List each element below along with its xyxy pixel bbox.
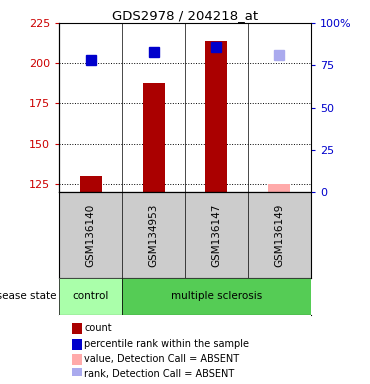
Bar bbox=[72, 354, 82, 365]
Text: value, Detection Call = ABSENT: value, Detection Call = ABSENT bbox=[84, 354, 239, 364]
Text: GSM136140: GSM136140 bbox=[85, 204, 96, 266]
Bar bbox=[205, 41, 228, 192]
Bar bbox=[72, 339, 82, 350]
Bar bbox=[59, 278, 122, 315]
Text: multiple sclerosis: multiple sclerosis bbox=[171, 291, 262, 301]
Text: percentile rank within the sample: percentile rank within the sample bbox=[84, 339, 249, 349]
Bar bbox=[122, 278, 311, 315]
Bar bbox=[72, 323, 82, 334]
Text: count: count bbox=[84, 323, 112, 333]
Bar bbox=[142, 83, 165, 192]
Text: control: control bbox=[73, 291, 109, 301]
Text: rank, Detection Call = ABSENT: rank, Detection Call = ABSENT bbox=[84, 369, 235, 379]
Text: GSM136147: GSM136147 bbox=[211, 203, 222, 267]
Bar bbox=[72, 368, 82, 379]
Text: GSM134953: GSM134953 bbox=[148, 203, 159, 267]
Text: GSM136149: GSM136149 bbox=[274, 203, 285, 267]
Bar bbox=[268, 184, 290, 192]
Title: GDS2978 / 204218_at: GDS2978 / 204218_at bbox=[112, 9, 258, 22]
Bar bbox=[80, 176, 102, 192]
Text: disease state: disease state bbox=[0, 291, 56, 301]
